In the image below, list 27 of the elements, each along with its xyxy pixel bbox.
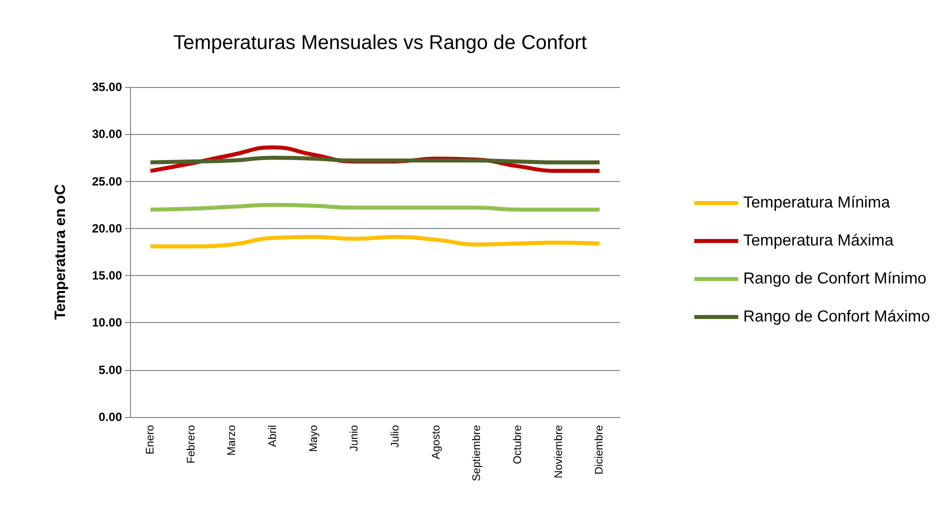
- x-tick-label: Enero: [144, 425, 156, 454]
- x-tick-label: Noviembre: [552, 425, 565, 478]
- y-tick-label: 35.00: [92, 80, 122, 94]
- y-tick-label: 20.00: [92, 221, 122, 236]
- y-tick-label: 5.00: [98, 362, 122, 377]
- x-tick-label: Marzo: [226, 425, 238, 456]
- x-tick-label: Septiembre: [471, 425, 484, 482]
- x-tick-label: Diciembre: [594, 425, 606, 475]
- y-tick-label: 0.00: [98, 410, 122, 424]
- x-tick-label: Mayo: [308, 425, 320, 452]
- legend-label: Temperatura Máxima: [743, 232, 894, 250]
- y-tick-label: 15.00: [92, 268, 122, 283]
- x-tick-label: Junio: [348, 425, 361, 452]
- x-tick-label: Julio: [389, 425, 402, 448]
- y-tick-label: 10.00: [92, 316, 122, 330]
- x-tick-label: Abril: [266, 425, 279, 448]
- legend-label: Rango de Confort Mínimo: [743, 270, 927, 288]
- y-tick-label: 25.00: [92, 174, 122, 188]
- chart-title: Temperaturas Mensuales vs Rango de Confort: [173, 32, 588, 54]
- legend-label: Rango de Confort Máximo: [743, 308, 930, 326]
- x-tick-label: Febrero: [185, 425, 198, 464]
- x-tick-label: Agosto: [430, 425, 442, 460]
- y-tick-label: 30.00: [92, 127, 122, 142]
- line-series: [148, 234, 602, 248]
- legend-label: Temperatura Mínima: [743, 194, 890, 212]
- x-tick-label: Octubre: [512, 425, 524, 464]
- y-axis-title: Temperatura en oC: [52, 184, 69, 320]
